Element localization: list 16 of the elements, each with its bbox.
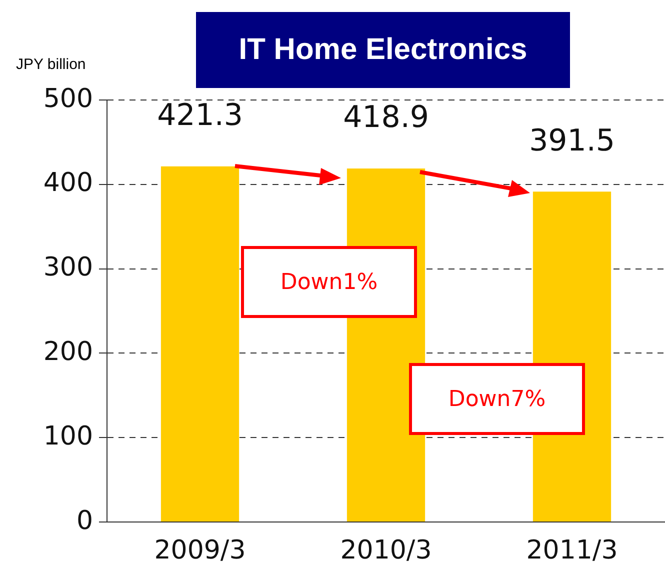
y-tick-label: 0	[76, 506, 93, 536]
data-label: 421.3	[157, 98, 243, 134]
data-label: 418.9	[343, 100, 429, 136]
data-label: 391.5	[529, 123, 615, 158]
y-tick-label: 400	[43, 168, 93, 198]
x-tick-label: 2010/3	[340, 535, 432, 566]
y-tick-label: 200	[43, 336, 93, 367]
y-tick-label: 500	[43, 84, 93, 114]
y-tick-label: 300	[43, 252, 93, 283]
callout: Down1%	[241, 246, 417, 318]
chart-title: IT Home Electronics	[196, 12, 570, 88]
x-tick-label: 2009/3	[154, 535, 246, 566]
y-tick-label: 100	[43, 421, 93, 452]
callout: Down7%	[409, 363, 585, 435]
y-axis-title: JPY billion	[16, 56, 86, 73]
x-tick-label: 2011/3	[526, 535, 618, 566]
